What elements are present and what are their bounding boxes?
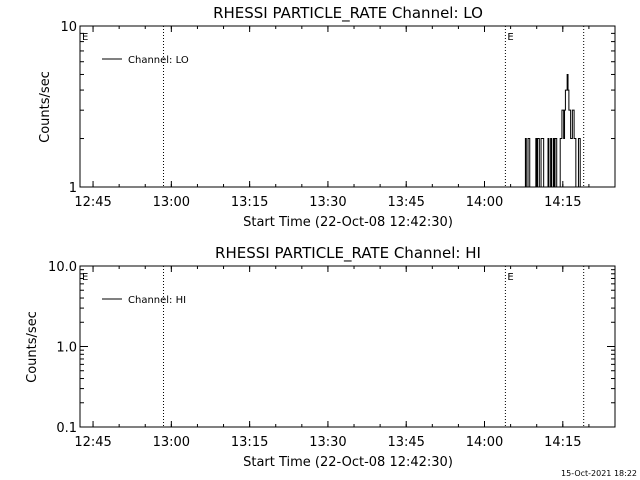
marker-label: E xyxy=(82,32,88,43)
x-tick-label: 13:45 xyxy=(387,195,424,210)
x-tick-label: 13:30 xyxy=(309,435,346,450)
panel-lo-y-axis: 1 10 xyxy=(60,20,615,196)
panel-lo-legend: Channel: LO xyxy=(102,55,189,66)
x-tick-label: 14:00 xyxy=(466,435,503,450)
x-tick-label: 13:45 xyxy=(387,435,424,450)
y-tick-label: 10.0 xyxy=(48,260,77,275)
y-tick-label: 0.1 xyxy=(56,421,77,436)
panel-lo-frame xyxy=(79,25,616,188)
x-tick-label: 14:00 xyxy=(466,195,503,210)
x-tick-label: 14:15 xyxy=(544,435,581,450)
series-line xyxy=(517,73,582,188)
x-tick-label: 13:00 xyxy=(153,435,190,450)
marker-label: E xyxy=(507,32,513,43)
y-tick-label: 10 xyxy=(60,20,77,35)
footer-timestamp: 15-Oct-2021 18:22 xyxy=(561,469,637,478)
panel-lo-ylabel: Counts/sec xyxy=(38,71,53,143)
marker-label: E xyxy=(82,272,88,283)
x-tick-label: 14:15 xyxy=(544,195,581,210)
x-tick-label: 13:00 xyxy=(153,195,190,210)
panel-hi-legend: Channel: HI xyxy=(102,295,186,306)
panel-lo-x-axis: 12:45 13:00 13:15 13:30 13:45 14:00 14:15 xyxy=(74,26,616,210)
panel-hi-frame xyxy=(79,265,616,428)
y-tick-label: 1.0 xyxy=(56,341,77,356)
x-tick-label: 12:45 xyxy=(74,195,111,210)
y-tick-label: 1 xyxy=(69,181,77,196)
marker-label: E xyxy=(507,272,513,283)
panel-hi-ylabel: Counts/sec xyxy=(25,311,40,383)
panel-hi-title: RHESSI PARTICLE_RATE Channel: HI xyxy=(215,244,481,263)
panel-hi-xlabel: Start Time (22-Oct-08 12:42:30) xyxy=(243,455,453,470)
panel-lo-xlabel: Start Time (22-Oct-08 12:42:30) xyxy=(243,215,453,230)
panel-hi-y-axis: 0.1 1.0 10.0 xyxy=(48,260,615,436)
x-tick-label: 13:15 xyxy=(231,195,268,210)
x-tick-label: 12:45 xyxy=(74,435,111,450)
panel-lo-series xyxy=(517,73,582,188)
panel-hi-x-axis: 12:45 13:00 13:15 13:30 13:45 14:00 14:15 xyxy=(74,266,616,450)
panel-lo-title: RHESSI PARTICLE_RATE Channel: LO xyxy=(213,4,483,23)
x-tick-label: 13:15 xyxy=(231,435,268,450)
panel-lo-legend-label: Channel: LO xyxy=(128,55,189,66)
x-tick-label: 13:30 xyxy=(309,195,346,210)
panel-hi-legend-label: Channel: HI xyxy=(128,295,186,306)
